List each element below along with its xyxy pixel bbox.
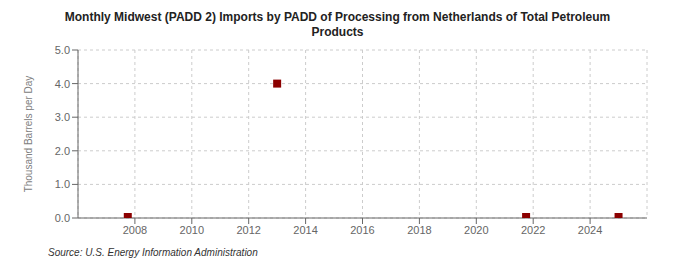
svg-text:4.0: 4.0 [55, 78, 70, 90]
svg-text:2.0: 2.0 [55, 145, 70, 157]
svg-text:2020: 2020 [464, 224, 488, 236]
svg-text:0.0: 0.0 [55, 212, 70, 224]
svg-text:2016: 2016 [350, 224, 374, 236]
svg-text:Thousand Barrels per Day: Thousand Barrels per Day [23, 76, 34, 193]
svg-text:1.0: 1.0 [55, 178, 70, 190]
svg-text:2010: 2010 [180, 224, 204, 236]
svg-text:2018: 2018 [407, 224, 431, 236]
svg-text:2022: 2022 [521, 224, 545, 236]
html-text:Source: U.S. Energy Informatio: Source: U.S. Energy Information Administ… [48, 247, 258, 258]
svg-text:2008: 2008 [123, 224, 147, 236]
html-text:Monthly Midwest (PADD 2) Impor: Monthly Midwest (PADD 2) Imports by PADD… [64, 10, 611, 24]
svg-text:2014: 2014 [293, 224, 317, 236]
html-text:Products: Products [311, 25, 364, 39]
svg-text:3.0: 3.0 [55, 111, 70, 123]
svg-text:2012: 2012 [236, 224, 260, 236]
svg-text:2024: 2024 [578, 224, 602, 236]
svg-text:5.0: 5.0 [55, 44, 70, 56]
